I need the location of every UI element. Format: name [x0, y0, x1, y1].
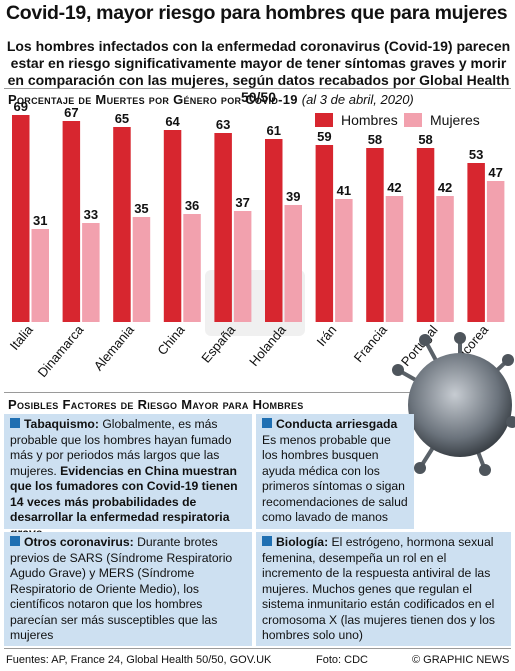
chart-title-text: Porcentaje de Muertes por Género por Cov…	[8, 92, 298, 107]
divider	[4, 392, 511, 393]
bar-mujeres-3	[183, 214, 201, 322]
data-label-hombres-5: 61	[267, 123, 281, 138]
bar-mujeres-5	[284, 205, 302, 322]
category-label-4: España	[198, 322, 238, 366]
sources-text: Fuentes: AP, France 24, Global Health 50…	[6, 654, 272, 666]
copyright: © GRAPHIC NEWS	[412, 654, 510, 666]
factor-biologia-head: Biología:	[276, 535, 329, 549]
bullet-square-icon	[262, 418, 272, 428]
bar-hombres-7	[366, 148, 384, 322]
bar-hombres-0	[12, 115, 30, 322]
category-label-3: China	[154, 322, 188, 358]
bar-hombres-1	[62, 121, 81, 322]
data-label-mujeres-4: 37	[235, 195, 249, 210]
data-label-mujeres-7: 42	[387, 180, 401, 195]
bar-mujeres-7	[385, 196, 404, 322]
legend-label-mujeres: Mujeres	[430, 112, 480, 128]
bar-mujeres-8	[436, 196, 454, 322]
bar-mujeres-1	[82, 223, 100, 322]
bar-mujeres-2	[132, 217, 151, 322]
divider	[4, 648, 511, 649]
data-label-mujeres-9: 47	[488, 165, 502, 180]
bar-hombres-3	[163, 130, 182, 322]
data-label-hombres-8: 58	[418, 132, 432, 147]
factor-conducta-text: Es menos probable que los hombres busque…	[262, 432, 408, 525]
data-label-mujeres-3: 36	[185, 198, 199, 213]
bar-mujeres-0	[31, 229, 49, 322]
bar-mujeres-4	[233, 211, 252, 322]
bar-hombres-2	[113, 127, 131, 322]
bar-chart: 69 31 Italia 67 33 Dinamarca 65 35 Alemania 64 36 C…	[7, 99, 505, 380]
factor-tabaquismo-head: Tabaquismo:	[24, 417, 99, 431]
category-label-6: Irán	[314, 322, 340, 349]
factor-biologia: Biología: El estrógeno, hormona sexual f…	[256, 532, 511, 646]
data-label-mujeres-8: 42	[438, 180, 452, 195]
legend-swatch-hombres	[315, 113, 333, 127]
category-label-2: Alemania	[91, 322, 138, 374]
divider	[4, 88, 511, 89]
chart-title: Porcentaje de Muertes por Género por Cov…	[8, 92, 414, 107]
factors-title: Posibles Factores de Riesgo Mayor para H…	[8, 397, 304, 412]
factor-otros-coronavirus: Otros coronavirus: Durante brotes previo…	[4, 532, 252, 646]
footer: Fuentes: AP, France 24, Global Health 50…	[0, 649, 515, 671]
factor-tabaquismo: Tabaquismo: Globalmente, es más probable…	[4, 414, 252, 540]
data-label-mujeres-6: 41	[337, 183, 351, 198]
category-label-0: Italia	[7, 322, 37, 353]
bar-hombres-8	[416, 148, 435, 322]
subtitle: Los hombres infectados con la enfermedad…	[6, 38, 511, 105]
category-label-5: Holanda	[246, 322, 289, 369]
data-label-mujeres-2: 35	[134, 201, 148, 216]
category-label-1: Dinamarca	[35, 322, 87, 380]
bar-hombres-4	[214, 133, 232, 322]
legend-swatch-mujeres	[404, 113, 422, 127]
factor-otros-head: Otros coronavirus:	[24, 535, 134, 549]
photo-credit: Foto: CDC	[316, 654, 368, 666]
data-label-hombres-0: 69	[14, 99, 28, 114]
factor-tabaquismo-highlight: Evidencias en China muestran que los fum…	[10, 463, 238, 540]
bar-hombres-5	[265, 139, 283, 322]
data-label-hombres-2: 65	[115, 111, 129, 126]
page-title: Covid-19, mayor riesgo para hombres que …	[6, 2, 508, 24]
data-label-mujeres-1: 33	[84, 207, 98, 222]
data-label-hombres-9: 53	[469, 147, 483, 162]
bar-hombres-6	[315, 145, 334, 322]
factor-conducta-head: Conducta arriesgada	[276, 417, 398, 431]
data-label-hombres-3: 64	[165, 114, 180, 129]
bar-hombres-9	[467, 163, 485, 322]
bar-mujeres-9	[486, 181, 505, 322]
chart-date-note: (al 3 de abril, 2020)	[301, 92, 414, 107]
legend-label-hombres: Hombres	[341, 112, 398, 128]
bar-mujeres-6	[335, 199, 353, 322]
data-label-hombres-7: 58	[368, 132, 382, 147]
factor-conducta: Conducta arriesgada Es menos probable qu…	[256, 414, 414, 529]
data-label-hombres-6: 59	[317, 129, 331, 144]
factor-tabaquismo-text: Globalmente, es más probable que los hom…	[10, 417, 232, 478]
legend-mujeres: Mujeres	[404, 112, 480, 128]
data-label-mujeres-5: 39	[286, 189, 300, 204]
legend-hombres: Hombres	[315, 112, 398, 128]
category-label-7: Francia	[351, 322, 391, 365]
factor-otros-text: Durante brotes previos de SARS (Síndrome…	[10, 535, 233, 642]
bullet-square-icon	[10, 418, 20, 428]
data-label-hombres-1: 67	[64, 105, 78, 120]
data-label-hombres-4: 63	[216, 117, 230, 132]
data-label-mujeres-0: 31	[33, 213, 47, 228]
bullet-square-icon	[10, 536, 20, 546]
bullet-square-icon	[262, 536, 272, 546]
factor-biologia-text: El estrógeno, hormona sexual femenina, d…	[262, 535, 496, 642]
